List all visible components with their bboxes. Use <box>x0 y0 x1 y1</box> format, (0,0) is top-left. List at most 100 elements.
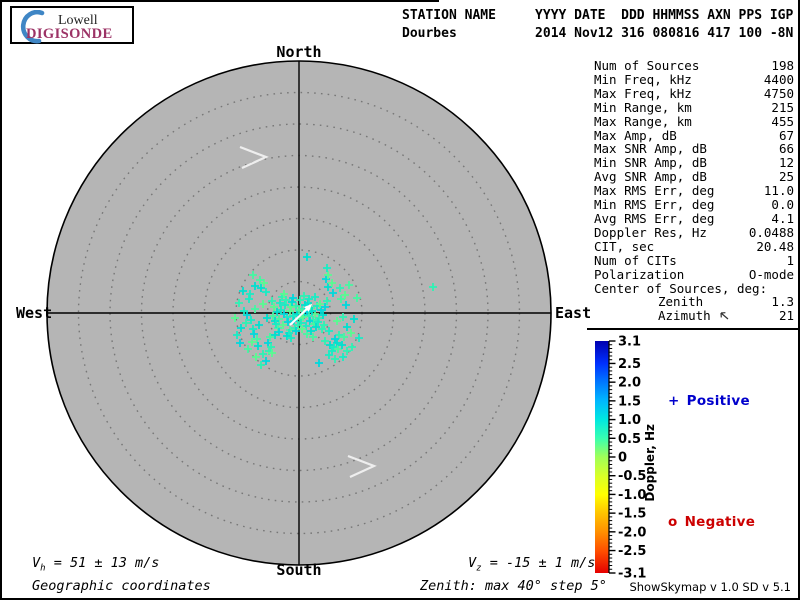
source-point <box>289 312 297 320</box>
colorbar-tick-label: -1.5 <box>618 507 646 522</box>
source-point <box>233 331 241 339</box>
source-point <box>350 315 358 323</box>
source-point <box>331 355 339 363</box>
stat-label: Min Range, km <box>594 99 692 115</box>
source-point <box>324 271 332 279</box>
source-point <box>325 327 333 335</box>
source-point <box>255 321 263 329</box>
stat-row: Num of CITs 1 <box>594 252 794 268</box>
stat-row: Num of Sources 198 <box>594 59 794 73</box>
source-point <box>262 357 270 365</box>
stat-row: Doppler Res, Hz 0.0488 <box>594 225 794 240</box>
positive-label: Positive <box>686 393 750 409</box>
stat-value: O-mode <box>748 266 794 282</box>
stats-separator <box>587 328 798 330</box>
stat-row: Avg RMS Err, deg 4.1 <box>594 212 794 226</box>
source-point <box>231 314 239 322</box>
source-point <box>284 318 292 326</box>
stat-label: Max RMS Err, deg <box>594 183 715 199</box>
source-point <box>311 293 319 301</box>
colorbar-tick-label: -1.0 <box>618 488 646 503</box>
source-point <box>244 345 252 353</box>
colorbar-tick-label: 1.5 <box>618 394 641 409</box>
stat-row: Polarization O-mode <box>594 266 794 282</box>
source-point <box>252 353 260 361</box>
source-point <box>325 351 333 359</box>
source-point <box>271 331 279 339</box>
source-point <box>316 300 324 308</box>
source-point <box>342 301 350 309</box>
skymap-plot <box>46 60 552 566</box>
stat-row: Zenith 1.3 <box>594 295 794 309</box>
source-point <box>279 321 287 329</box>
source-point <box>268 349 276 357</box>
source-point <box>280 290 288 298</box>
stats-panel: Num of Sources 198 Min Freq, kHz 4400 Max Fr… <box>594 59 794 323</box>
azimuth-direction-icon <box>720 312 729 320</box>
stat-value: 1 <box>786 252 794 268</box>
colorbar-tick-label: -2.0 <box>618 525 646 540</box>
top-border <box>2 0 439 2</box>
stat-label: Max Amp, dB <box>594 127 677 143</box>
stat-value: 25 <box>778 169 794 185</box>
stat-row: Center of Sources, deg: <box>594 280 794 296</box>
source-point <box>245 295 253 303</box>
crescent-icon <box>20 10 45 44</box>
source-point <box>266 333 274 341</box>
stat-label: CIT, sec <box>594 238 655 254</box>
source-point <box>247 316 255 324</box>
station-header-values: Dourbes 2014 Nov12 316 080816 417 100 -8… <box>402 26 794 41</box>
source-point <box>321 303 329 311</box>
source-point <box>251 282 259 290</box>
stat-value: 20.48 <box>756 238 794 254</box>
stat-row: Min Range, km 215 <box>594 99 794 115</box>
stat-label: Min SNR Amp, dB <box>594 155 707 171</box>
source-point <box>305 295 313 303</box>
stat-row: Azimuth 21 <box>594 309 794 323</box>
source-point <box>249 325 257 333</box>
source-point <box>286 307 294 315</box>
lowell-digisonde-logo: Lowell DIGISONDE <box>10 6 134 44</box>
source-point <box>236 339 244 347</box>
source-point <box>300 292 308 300</box>
source-point <box>338 341 346 349</box>
velocity-arrow-head <box>304 303 313 312</box>
source-point <box>288 298 296 306</box>
source-point <box>263 314 271 322</box>
stat-label: Avg RMS Err, deg <box>594 210 715 226</box>
source-point <box>251 305 259 313</box>
source-point <box>262 288 270 296</box>
stat-label: Polarization <box>594 266 685 282</box>
zenith-range-label: Zenith: max 40° step 5° <box>420 578 607 594</box>
vh-symbol: V <box>32 555 41 571</box>
source-point <box>276 299 284 307</box>
logo-digisonde-text: DIGISONDE <box>26 26 113 42</box>
source-point <box>341 291 349 299</box>
compass-west-label: West <box>16 304 53 322</box>
stat-value: 11.0 <box>763 183 794 199</box>
stat-value: 198 <box>771 58 794 73</box>
stat-value: 0.0 <box>771 197 794 213</box>
source-point <box>333 317 341 325</box>
source-point <box>321 337 329 345</box>
source-point <box>273 308 281 316</box>
vz-symbol: V <box>468 555 477 571</box>
source-point <box>257 361 265 369</box>
source-point <box>292 327 300 335</box>
stat-label: Min Freq, kHz <box>594 71 692 87</box>
stat-value: 455 <box>771 113 794 129</box>
stat-label: Center of Sources, deg: <box>594 280 768 296</box>
source-point <box>239 287 247 295</box>
source-point <box>248 338 256 346</box>
stat-row: Min SNR Amp, dB 12 <box>594 156 794 170</box>
source-point <box>250 330 258 338</box>
source-point <box>314 318 322 326</box>
negative-label: Negative <box>684 514 756 530</box>
vertical-velocity-label: Vz = -15 ± 1 m/s <box>468 555 595 574</box>
logo-lowell-text: Lowell <box>58 13 98 28</box>
source-point <box>312 323 320 331</box>
source-point <box>315 359 323 367</box>
compass-north-label: North <box>276 43 322 61</box>
compass-south-label: South <box>276 561 322 579</box>
